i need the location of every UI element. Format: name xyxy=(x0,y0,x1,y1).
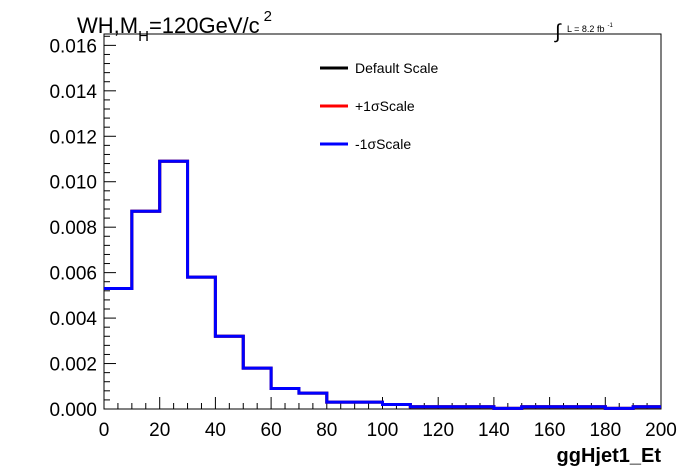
series-group xyxy=(104,159,661,410)
luminosity-integral-symbol: ∫ xyxy=(554,21,562,43)
y-tick-label: 0.004 xyxy=(49,309,97,330)
x-tick-label: 200 xyxy=(645,420,677,441)
x-axis-title: ggHjet1_Et xyxy=(557,445,662,467)
y-tick-label: 0.016 xyxy=(49,36,97,57)
x-tick-label: 0 xyxy=(99,420,110,441)
x-tick-label: 60 xyxy=(261,420,282,441)
chart-title: WH,MH=120GeV/c 2 xyxy=(77,8,272,45)
legend: Default Scale +1σScale -1σScale xyxy=(320,60,438,152)
legend-label: -1σScale xyxy=(355,136,411,152)
y-tick-label: 0.008 xyxy=(49,218,97,239)
legend-label: +1σScale xyxy=(355,98,415,114)
y-tick-label: 0.000 xyxy=(49,400,97,421)
x-tick-label: 160 xyxy=(534,420,566,441)
x-tick-label: 80 xyxy=(316,420,337,441)
luminosity-label: L = 8.2 fb -1 xyxy=(567,23,613,34)
axis-labels: 0 20 40 60 80 100 120 140 160 180 200 0.000 0.002 0.0… xyxy=(49,36,676,441)
legend-label: Default Scale xyxy=(355,60,438,76)
x-tick-label: 180 xyxy=(589,420,621,441)
x-tick-label: 100 xyxy=(367,420,399,441)
y-tick-label: 0.002 xyxy=(49,355,97,376)
x-tick-label: 40 xyxy=(205,420,226,441)
x-tick-label: 120 xyxy=(422,420,454,441)
y-tick-label: 0.012 xyxy=(49,127,97,148)
x-tick-label: 20 xyxy=(149,420,170,441)
y-tick-label: 0.010 xyxy=(49,173,97,194)
x-tick-label: 140 xyxy=(478,420,510,441)
histogram-series-3 xyxy=(104,159,661,410)
y-tick-label: 0.014 xyxy=(49,82,97,103)
y-tick-label: 0.006 xyxy=(49,264,97,285)
